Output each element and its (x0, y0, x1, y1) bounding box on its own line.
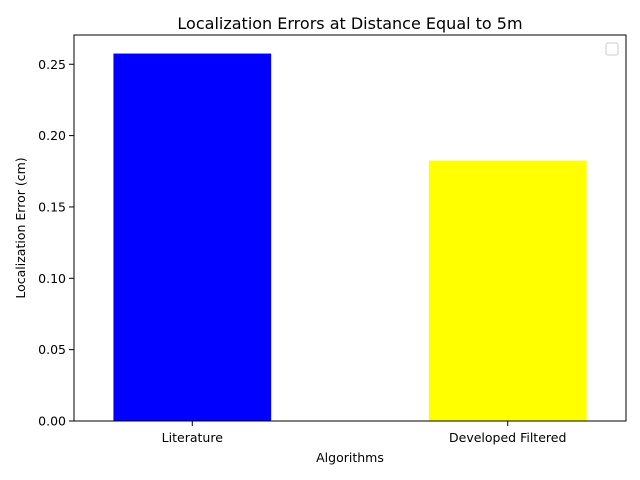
plot-frame (73, 34, 627, 422)
bar-literature (113, 53, 272, 421)
y-axis-label: Localization Error (cm) (13, 157, 28, 298)
y-tick-label: 0.05 (38, 342, 66, 357)
bar-group (113, 53, 587, 421)
x-tick-label: Developed Filtered (449, 430, 566, 445)
x-axis: Literature Developed Filtered (162, 421, 566, 445)
y-tick-label: 0.20 (38, 128, 66, 143)
x-axis-label: Algorithms (316, 450, 384, 465)
y-tick-label: 0.15 (38, 199, 66, 214)
x-tick-label: Literature (162, 430, 224, 445)
y-tick-label: 0.25 (38, 57, 66, 72)
y-axis: 0.00 0.05 0.10 0.15 0.20 0.25 (38, 57, 74, 429)
chart-title: Localization Errors at Distance Equal to… (177, 14, 522, 33)
y-tick-label: 0.10 (38, 271, 66, 286)
bar-developed-filtered (428, 160, 587, 421)
y-tick-label: 0.00 (38, 414, 66, 429)
legend-box (605, 42, 619, 56)
